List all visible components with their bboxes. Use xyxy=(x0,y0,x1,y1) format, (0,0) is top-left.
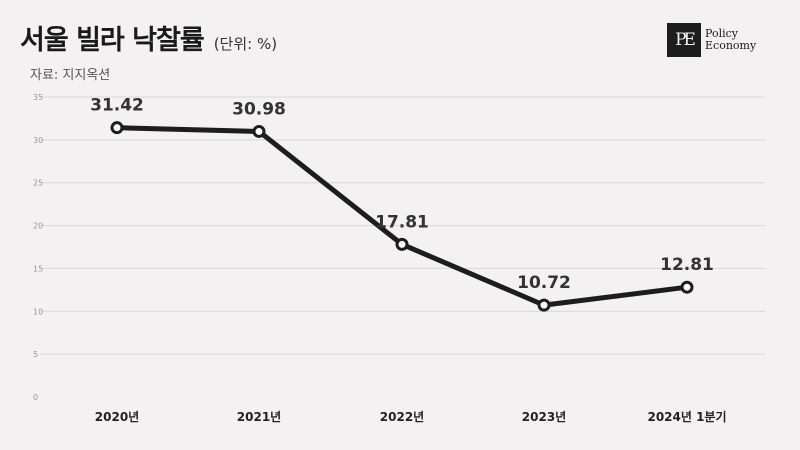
y-tick-label: 15 xyxy=(33,264,43,273)
logo-text: Policy Economy xyxy=(705,28,756,52)
y-tick-label: 0 xyxy=(33,393,38,402)
source-note: 자료: 지지옥션 xyxy=(30,68,111,83)
chart-header: 서울 빌라 낙찰률 (단위: %) xyxy=(20,18,277,57)
logo-line-1: Policy xyxy=(705,27,738,40)
chart-title: 서울 빌라 낙찰률 xyxy=(20,25,205,56)
data-label: 17.81 xyxy=(375,212,429,232)
data-label: 12.81 xyxy=(660,255,714,275)
x-tick-label: 2021년 xyxy=(237,410,281,424)
y-tick-label: 35 xyxy=(33,93,43,102)
logo-line-2: Economy xyxy=(705,39,757,52)
series-group xyxy=(110,121,694,312)
x-tick-label: 2023년 xyxy=(522,410,566,424)
y-tick-label: 20 xyxy=(33,222,43,231)
data-label: 31.42 xyxy=(90,96,144,116)
data-point xyxy=(110,121,124,135)
y-tick-label: 25 xyxy=(33,179,43,188)
data-label: 30.98 xyxy=(232,99,286,119)
y-tick-label: 5 xyxy=(33,350,38,359)
x-axis: 2020년 2021년 2022년 2023년 2024년 1분기 xyxy=(95,409,727,424)
data-point xyxy=(252,124,266,138)
y-axis: 0 5 10 15 20 25 30 35 xyxy=(33,93,43,402)
logo-mark: PE xyxy=(667,23,701,57)
grid-lines xyxy=(40,96,765,355)
data-point xyxy=(680,280,694,294)
x-tick-label: 2024년 1분기 xyxy=(647,409,726,424)
policy-economy-logo: PE Policy Economy xyxy=(667,23,756,57)
data-point xyxy=(395,237,409,251)
y-tick-label: 30 xyxy=(33,136,43,145)
data-point xyxy=(537,298,551,312)
x-tick-label: 2022년 xyxy=(380,410,424,424)
unit-label: (단위: %) xyxy=(213,35,278,53)
x-tick-label: 2020년 xyxy=(95,410,139,424)
y-tick-label: 10 xyxy=(33,307,43,316)
data-label: 10.72 xyxy=(517,273,571,293)
data-labels: 31.42 30.98 17.81 10.72 12.81 xyxy=(90,96,714,293)
